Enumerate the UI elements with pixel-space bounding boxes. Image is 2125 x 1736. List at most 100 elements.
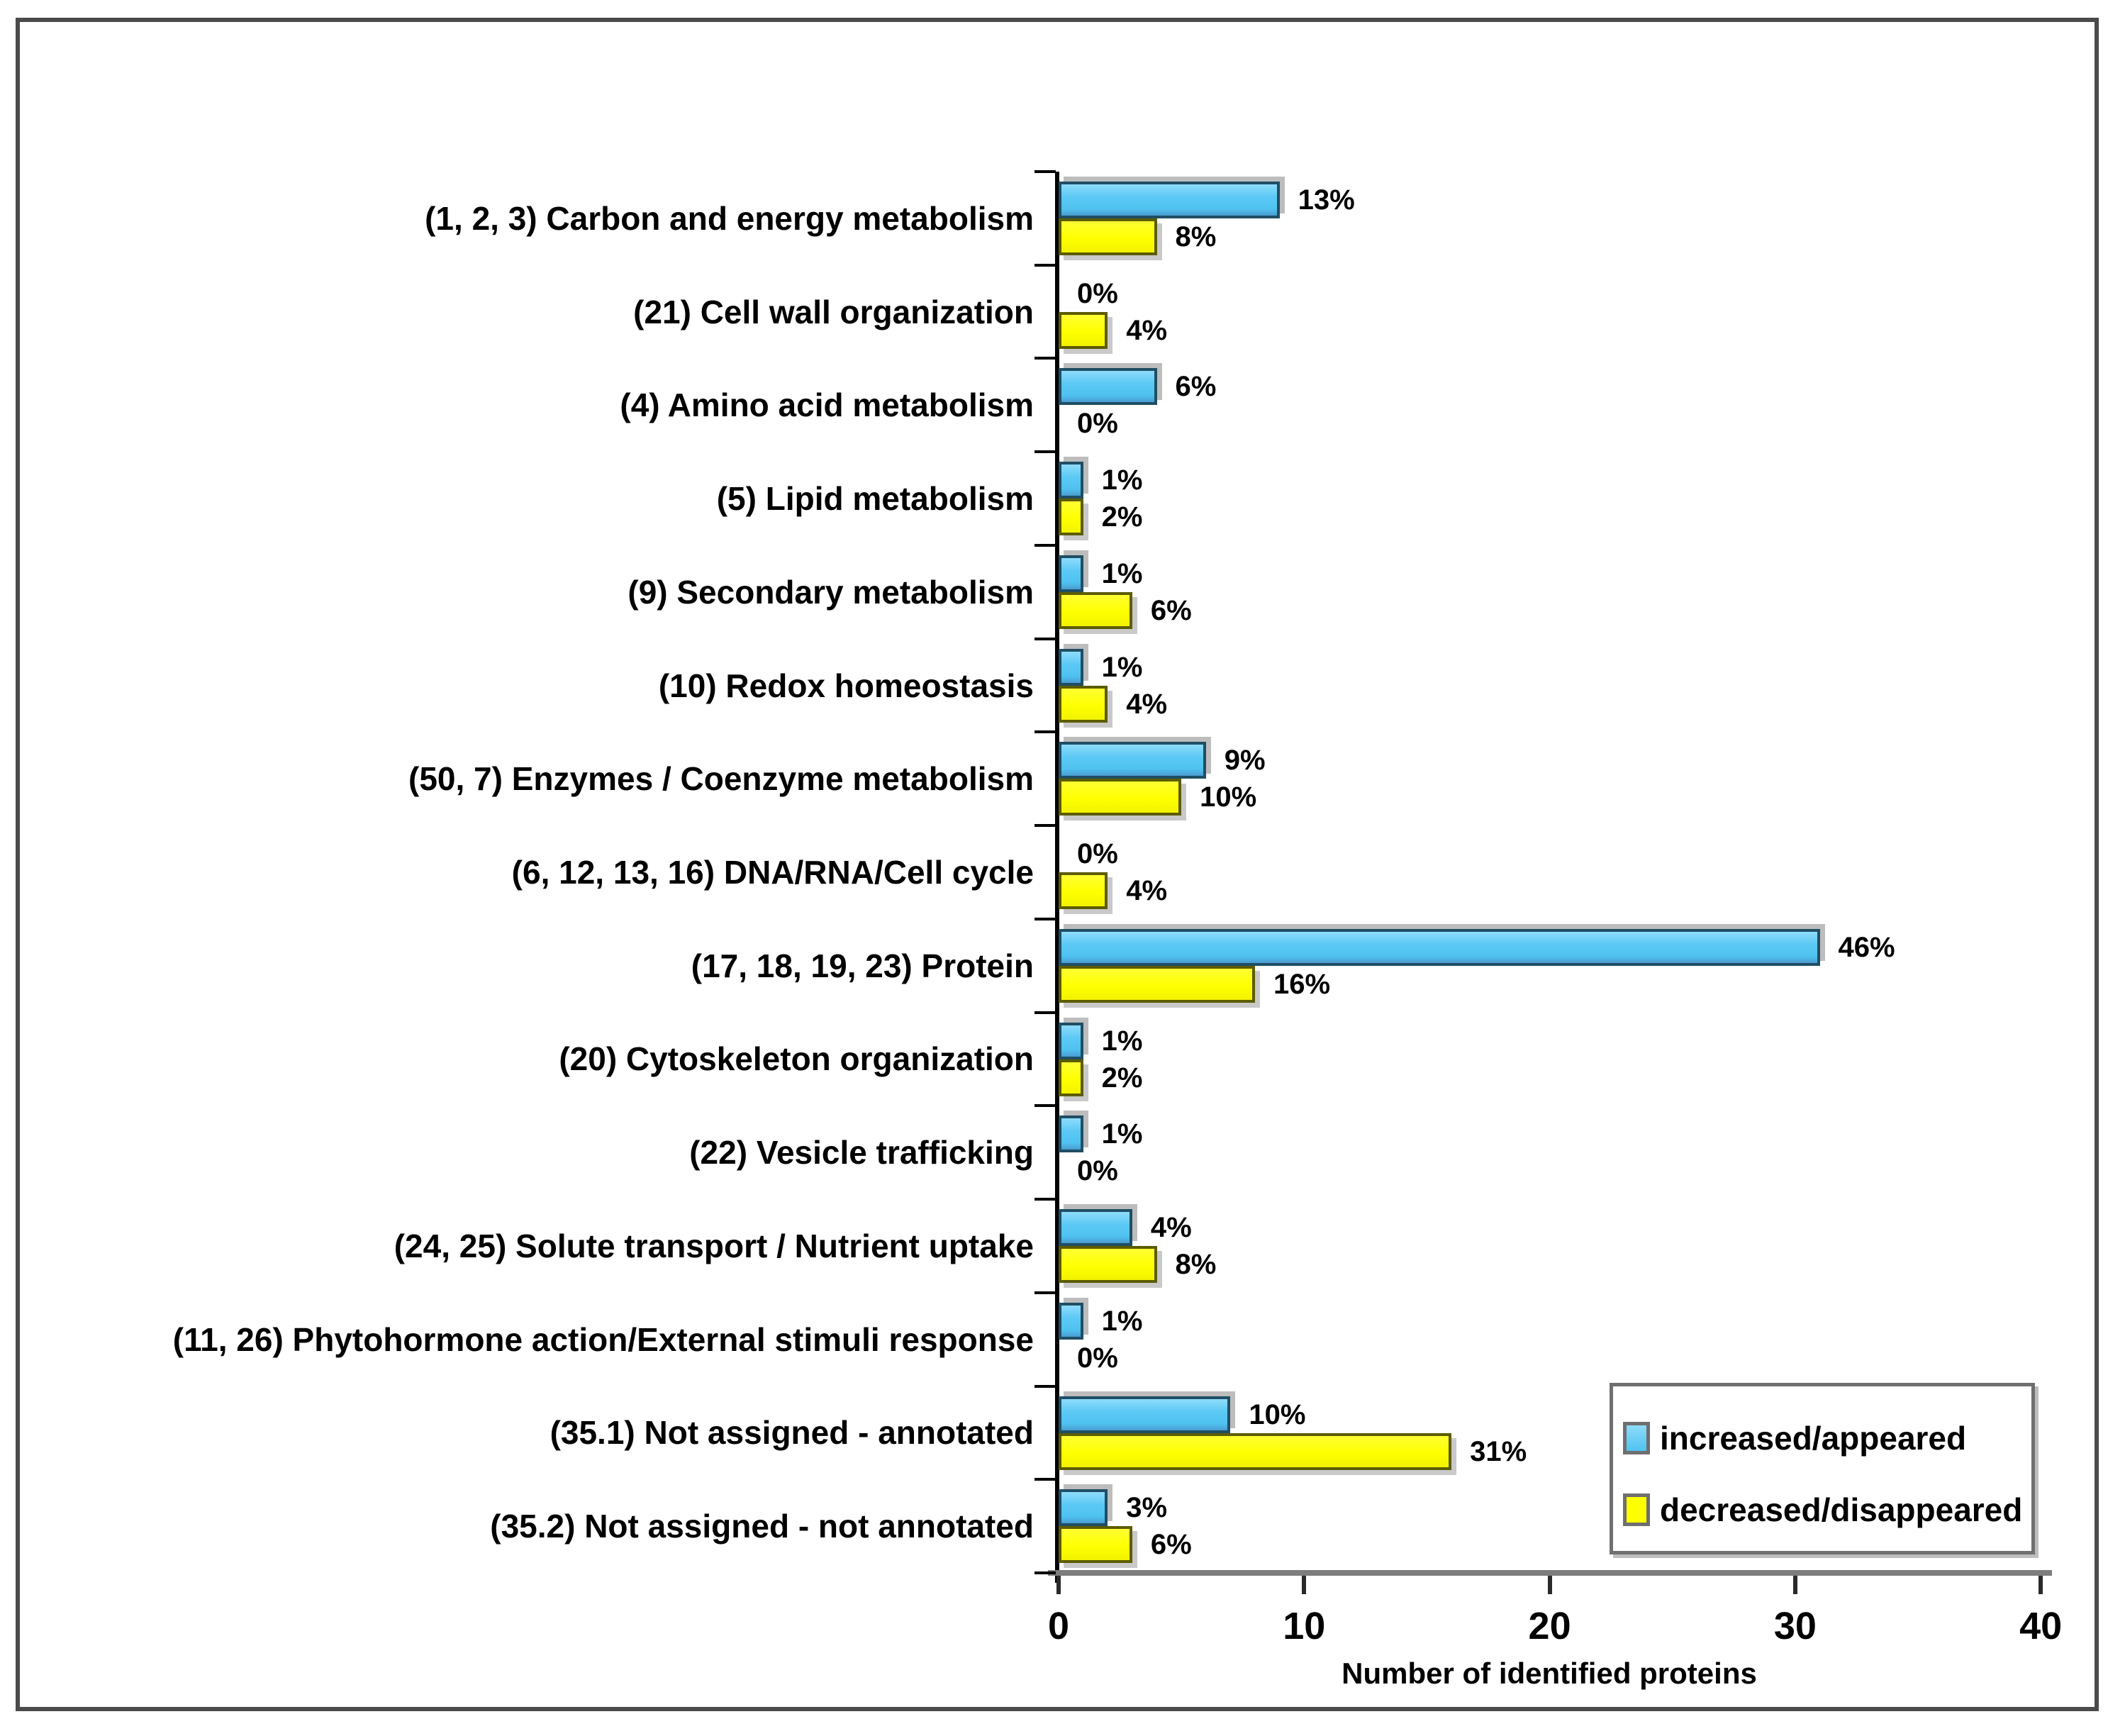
bar-increased	[1059, 368, 1157, 406]
bar-increased	[1059, 648, 1083, 686]
bar-decreased	[1059, 685, 1108, 723]
x-axis-tick-label: 40	[2019, 1605, 2063, 1647]
percent-label-decreased: 0%	[1077, 408, 1118, 440]
percent-label-decreased: 6%	[1150, 594, 1192, 626]
category-label: (1, 2, 3) Carbon and energy metabolism	[425, 199, 1034, 237]
percent-label-decreased: 8%	[1175, 1249, 1217, 1281]
category-label: (21) Cell wall organization	[633, 293, 1034, 330]
percent-label-increased: 10%	[1249, 1398, 1306, 1430]
bar-decreased	[1059, 218, 1157, 255]
percent-label-increased: 4%	[1150, 1212, 1192, 1244]
category-label: (35.1) Not assigned - annotated	[550, 1414, 1034, 1452]
bar-decreased	[1059, 1432, 1451, 1470]
x-axis-tick-label: 20	[1528, 1605, 1571, 1647]
legend-swatch-increased-icon	[1623, 1422, 1650, 1454]
bar-increased	[1059, 555, 1083, 592]
percent-label-decreased: 2%	[1101, 1062, 1143, 1094]
x-axis-tick-label: 30	[1773, 1605, 1817, 1647]
category-label: (24, 25) Solute transport / Nutrient upt…	[394, 1227, 1034, 1264]
bar-decreased	[1059, 499, 1083, 536]
y-axis-tick	[1034, 1385, 1056, 1388]
y-axis-tick	[1034, 357, 1056, 360]
y-axis-tick	[1034, 1571, 1056, 1574]
bar-increased	[1059, 1302, 1083, 1340]
bar-decreased	[1059, 1246, 1157, 1284]
x-axis-tick	[1792, 1576, 1797, 1594]
bar-increased	[1059, 1022, 1083, 1059]
x-axis-tick	[2038, 1576, 2043, 1594]
y-axis-tick	[1034, 1011, 1056, 1014]
category-label: (50, 7) Enzymes / Coenzyme metabolism	[408, 760, 1034, 798]
percent-label-increased: 3%	[1126, 1492, 1168, 1524]
x-axis-tick-label: 10	[1283, 1605, 1326, 1647]
y-axis-line	[1055, 172, 1059, 1583]
legend-label-increased: increased/appeared	[1660, 1420, 1967, 1457]
percent-label-increased: 1%	[1101, 557, 1143, 589]
percent-label-increased: 1%	[1101, 1305, 1143, 1337]
percent-label-increased: 6%	[1175, 371, 1217, 403]
y-axis-tick	[1034, 264, 1056, 267]
category-label: (9) Secondary metabolism	[628, 573, 1034, 611]
category-label: (6, 12, 13, 16) DNA/RNA/Cell cycle	[511, 853, 1034, 891]
category-label: (17, 18, 19, 23) Protein	[691, 947, 1034, 984]
x-axis-title: Number of identified proteins	[1342, 1657, 1757, 1690]
legend-swatch-decreased-icon	[1623, 1493, 1650, 1526]
percent-label-increased: 1%	[1101, 651, 1143, 683]
percent-label-decreased: 4%	[1126, 875, 1168, 907]
category-label: (10) Redox homeostasis	[658, 667, 1034, 704]
category-label: (20) Cytoskeleton organization	[559, 1040, 1034, 1078]
percent-label-decreased: 2%	[1101, 501, 1143, 533]
category-label: (4) Amino acid metabolism	[620, 386, 1034, 424]
y-axis-tick	[1034, 1104, 1056, 1107]
bar-decreased	[1059, 1526, 1132, 1564]
y-axis-tick	[1034, 918, 1056, 920]
category-label: (35.2) Not assigned - not annotated	[490, 1508, 1034, 1545]
percent-label-decreased: 4%	[1126, 688, 1168, 720]
percent-label-increased: 9%	[1224, 745, 1266, 777]
percent-label-increased: 1%	[1101, 1025, 1143, 1057]
percent-label-decreased: 31%	[1470, 1435, 1527, 1467]
bar-increased	[1059, 1489, 1108, 1527]
bar-decreased	[1059, 1059, 1083, 1096]
y-axis-tick	[1034, 638, 1056, 640]
percent-label-increased: 1%	[1101, 1118, 1143, 1150]
bar-increased	[1059, 1396, 1230, 1433]
bar-decreased	[1059, 779, 1181, 816]
y-axis-tick	[1034, 450, 1056, 453]
percent-label-decreased: 16%	[1273, 968, 1331, 1000]
y-axis-tick	[1034, 1291, 1056, 1294]
bar-increased	[1059, 1115, 1083, 1153]
y-axis-tick	[1034, 170, 1056, 173]
legend-entry-increased: increased/appeared	[1623, 1418, 1966, 1458]
x-axis-tick	[1302, 1576, 1307, 1594]
y-axis-tick	[1034, 1478, 1056, 1481]
percent-label-decreased: 0%	[1077, 1342, 1118, 1374]
y-axis-tick	[1034, 544, 1056, 547]
percent-label-decreased: 8%	[1175, 221, 1217, 252]
percent-label-decreased: 10%	[1200, 781, 1257, 813]
bar-increased	[1059, 928, 1820, 966]
x-axis-line	[1048, 1570, 2052, 1576]
bar-decreased	[1059, 591, 1132, 629]
bar-decreased	[1059, 311, 1108, 349]
category-label: (22) Vesicle trafficking	[689, 1134, 1034, 1172]
bar-decreased	[1059, 965, 1255, 1003]
bar-increased	[1059, 1209, 1132, 1247]
percent-label-decreased: 6%	[1150, 1529, 1192, 1561]
percent-label-increased: 13%	[1298, 184, 1355, 216]
legend-label-decreased: decreased/disappeared	[1660, 1491, 2023, 1528]
percent-label-increased: 0%	[1077, 277, 1118, 309]
percent-label-decreased: 0%	[1077, 1155, 1118, 1187]
x-axis-tick	[1547, 1576, 1552, 1594]
x-axis-tick-label: 0	[1047, 1605, 1070, 1647]
x-axis-tick	[1056, 1576, 1061, 1594]
bar-increased	[1059, 742, 1206, 779]
y-axis-tick	[1034, 824, 1056, 827]
y-axis-tick	[1034, 1198, 1056, 1201]
percent-label-increased: 1%	[1101, 464, 1143, 496]
y-axis-tick	[1034, 730, 1056, 733]
percent-label-increased: 0%	[1077, 838, 1118, 870]
bar-increased	[1059, 462, 1083, 499]
percent-label-decreased: 4%	[1126, 314, 1168, 346]
